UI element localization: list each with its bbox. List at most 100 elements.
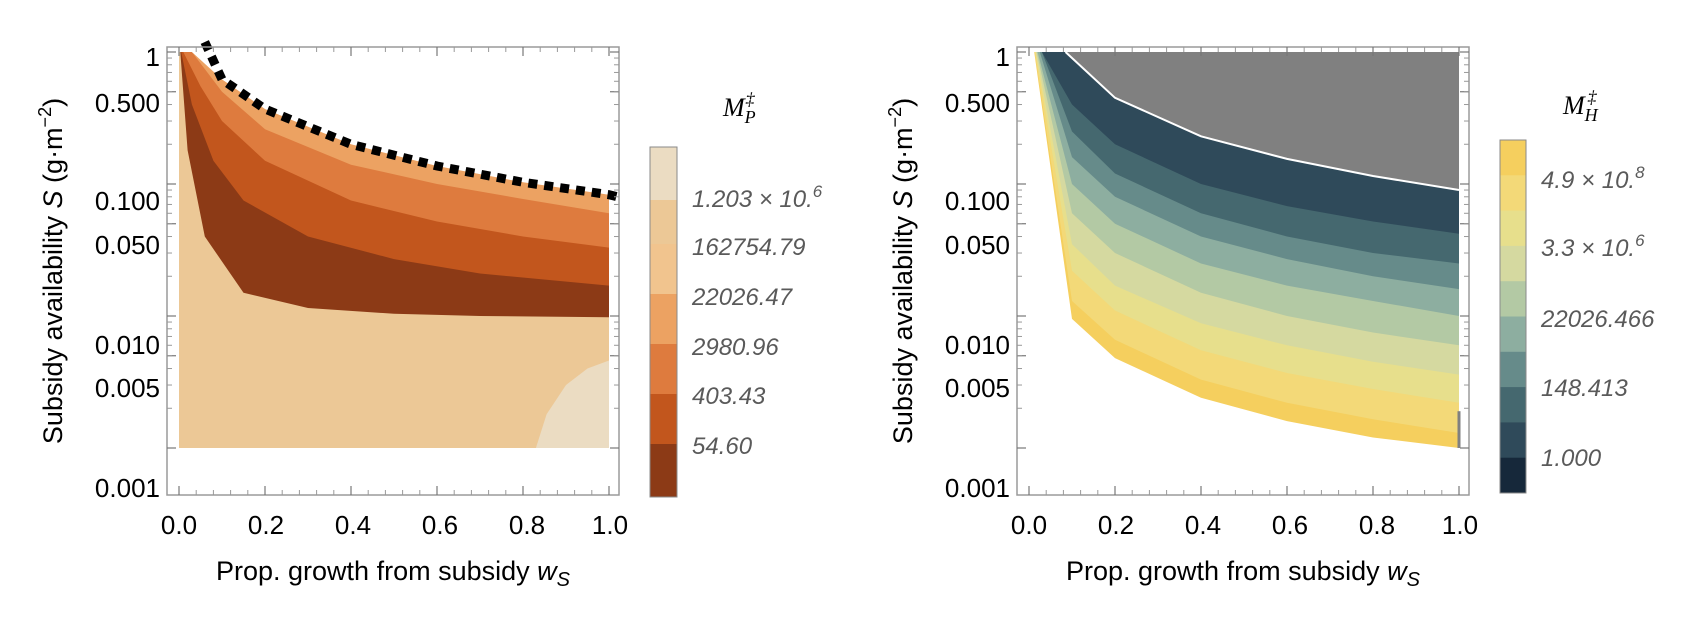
left-colorbar-swatch [650,200,677,244]
right-legend-label-text: 3.3 × 10. [1541,235,1635,262]
right-x-axis-label: Prop. growth from subsidy wS [1066,556,1421,591]
left-colorbar-swatch [650,394,677,444]
right-legend-label: 148.413 [1541,375,1628,402]
left-x-tick-label: 0.0 [161,510,197,540]
left-legend-frame [649,146,678,498]
right-x-tick-labels: 0.0 0.2 0.4 0.6 0.8 1.0 [1011,510,1478,540]
right-legend-frame [1499,139,1527,494]
left-x-tick-label: 0.6 [422,510,458,540]
left-region-corner [535,360,609,448]
right-legend-title: MH‡ [1562,87,1599,125]
right-x-axis-subscript: S [1407,569,1421,591]
right-legend-label: 4.9 × 10.8 [1541,163,1645,194]
right-colorbar-swatch [1500,351,1526,388]
left-y-tick-label: 0.100 [95,186,160,216]
right-colorbar-swatch [1500,245,1526,282]
right-legend: MH‡ 4.9 × 10.8 3.3 × 10.6 22026.466 148.… [1499,87,1655,494]
left-colorbar-swatch [650,147,677,200]
right-x-tick-label: 1.0 [1442,510,1478,540]
right-colorbar-swatch [1500,140,1526,176]
left-plot-area [179,40,619,448]
right-colorbar-swatch [1500,175,1526,212]
left-y-tick-label: 0.001 [95,473,160,503]
right-y-tick-label: 0.005 [945,373,1010,403]
right-y-tick-label: 1 [996,42,1010,72]
left-x-tick-labels: 0.0 0.2 0.4 0.6 0.8 1.0 [161,510,628,540]
right-colorbar-swatch [1500,387,1526,423]
right-y-axis-unit-exponent: −2 [885,107,905,128]
left-x-tick-label: 0.2 [248,510,284,540]
left-legend-label: 22026.47 [691,284,794,311]
right-colorbar-swatch [1500,457,1526,494]
right-y-tick-labels: 1 0.500 0.100 0.050 0.010 0.005 0.001 [945,42,1010,503]
left-legend-label-text: 1.203 × 10. [692,186,813,213]
right-x-tick-label: 0.2 [1098,510,1134,540]
right-legend-title-subscript: H [1584,105,1599,125]
right-y-tick-label: 0.010 [945,330,1010,360]
left-legend: MP‡ 1.203 × 10.6 162754.79 22026.47 2980… [649,89,823,498]
right-colorbar-swatch [1500,422,1526,459]
left-y-tick-label: 0.005 [95,373,160,403]
right-x-tick-label: 0.0 [1011,510,1047,540]
left-y-tick-label: 0.500 [95,88,160,118]
left-x-axis-symbol: w [537,556,558,586]
left-legend-title-symbol: M [722,93,746,122]
right-legend-label: 1.000 [1541,445,1602,472]
right-legend-label-exponent: 6 [1635,231,1645,250]
left-x-axis-label-text: Prop. growth from subsidy [216,556,530,586]
left-legend-colorbar [650,147,677,497]
left-legend-title-subscript: P [744,107,756,127]
right-legend-label: 3.3 × 10.6 [1541,231,1645,262]
left-x-tick-label: 0.4 [335,510,371,540]
left-y-axis-unit: (g·m [38,127,68,183]
right-plot-frame [1016,46,1470,496]
right-x-tick-label: 0.6 [1272,510,1308,540]
left-legend-title: MP‡ [722,89,756,127]
right-x-tick-label: 0.4 [1185,510,1221,540]
left-axis-ticks [167,47,619,495]
left-legend-label: 54.60 [692,433,753,460]
right-colorbar-swatch [1500,316,1526,353]
right-y-tick-label: 0.050 [945,230,1010,260]
right-gray-edge [1064,51,1460,191]
right-legend-label-text: 4.9 × 10. [1541,167,1635,194]
left-y-tick-label: 0.010 [95,330,160,360]
right-x-tick-label: 0.8 [1359,510,1395,540]
right-y-axis-symbol: S [888,190,918,208]
left-x-tick-label: 0.8 [509,510,545,540]
left-region-outside [179,52,609,195]
left-legend-label-exponent: 6 [813,182,823,201]
left-y-tick-label: 1 [146,42,160,72]
left-colorbar-swatch [650,444,677,497]
left-legend-label: 1.203 × 10.6 [692,182,823,213]
right-y-axis-label: Subsidy availability S (g·m−2) [885,98,918,444]
right-chart: 1 0.500 0.100 0.050 0.010 0.005 0.001 0.… [885,42,1655,591]
left-colorbar-swatch [650,294,677,344]
right-y-tick-label: 0.100 [945,186,1010,216]
right-y-tick-label: 0.001 [945,473,1010,503]
right-y-axis-unit: (g·m [888,127,918,183]
right-plot-area [1029,51,1461,448]
right-axis-ticks [1017,47,1469,495]
left-x-axis-label: Prop. growth from subsidy wS [216,556,571,591]
right-y-axis-label-text: Subsidy availability [888,215,918,444]
left-plot-frame [166,46,620,496]
left-colorbar-swatch [650,344,677,394]
left-x-tick-label: 1.0 [592,510,628,540]
left-legend-label: 162754.79 [692,234,805,261]
right-legend-label-exponent: 8 [1635,163,1645,182]
right-x-axis-label-text: Prop. growth from subsidy [1066,556,1380,586]
left-y-axis-label: Subsidy availability S (g·m−2) [35,98,68,444]
right-gray-region [1029,52,1459,190]
left-dashed-boundary [200,40,619,202]
left-y-axis-symbol: S [38,190,68,208]
left-legend-label: 403.43 [692,383,766,410]
left-y-tick-labels: 1 0.500 0.100 0.050 0.010 0.005 0.001 [95,42,160,503]
right-y-axis-unit-close: ) [888,98,918,107]
left-y-axis-unit-close: ) [38,98,68,107]
left-y-axis-label-text: Subsidy availability [38,215,68,444]
right-colorbar-swatch [1500,210,1526,247]
right-y-tick-label: 0.500 [945,88,1010,118]
right-legend-title-superscript: ‡ [1588,87,1598,107]
